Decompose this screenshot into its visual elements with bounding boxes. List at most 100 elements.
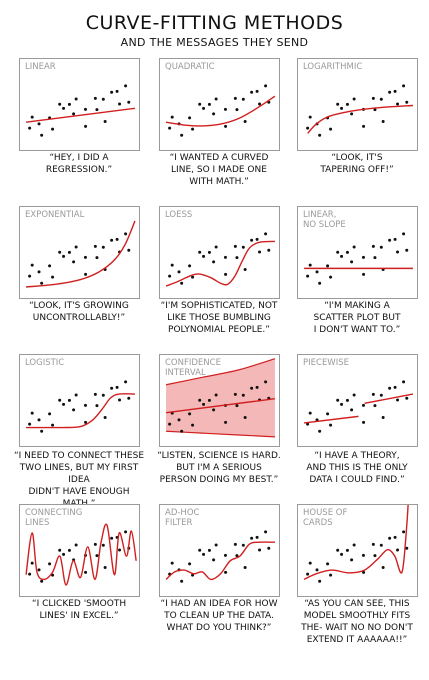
data-point [177, 270, 181, 274]
caption-confidence-interval: “LISTEN, SCIENCE IS HARD. BUT I'M A SERI… [157, 451, 281, 485]
data-point [250, 238, 254, 242]
chart-label-loess: LOESS [165, 210, 193, 220]
data-point [95, 554, 99, 558]
data-point [306, 126, 310, 130]
data-point [62, 254, 66, 258]
data-point [402, 84, 406, 88]
data-point [58, 102, 62, 106]
fit-line [165, 541, 275, 581]
data-point [326, 412, 330, 416]
data-point [115, 89, 119, 93]
data-point [48, 264, 52, 268]
data-point [67, 548, 71, 552]
data-point [37, 568, 41, 572]
data-point [198, 548, 202, 552]
data-point [72, 408, 76, 412]
data-point [306, 572, 310, 576]
data-point [405, 100, 409, 104]
data-point [84, 272, 88, 276]
data-point [250, 536, 254, 540]
data-point [103, 415, 107, 419]
data-point [362, 420, 366, 424]
data-point [243, 415, 247, 419]
chart-plot-connecting-lines [25, 523, 137, 586]
data-point [306, 422, 310, 426]
data-point [361, 255, 365, 259]
chart-panel-linear: LINEAR [19, 58, 140, 151]
caption-logistic: “I NEED TO CONNECT THESE TWO LINES, BUT … [13, 451, 145, 509]
data-point [103, 565, 107, 569]
data-point [95, 108, 99, 112]
data-point [250, 90, 254, 94]
data-point [30, 115, 34, 119]
data-point [250, 386, 254, 390]
fit-segment-2 [364, 393, 414, 405]
data-point [318, 579, 322, 583]
data-point [308, 561, 312, 565]
data-point [95, 404, 99, 408]
data-point [371, 96, 375, 100]
data-point [379, 393, 383, 397]
data-point [48, 562, 52, 566]
data-point [402, 530, 406, 534]
data-point [67, 398, 71, 402]
confidence-band [166, 358, 275, 437]
data-point [202, 552, 206, 556]
chart-plot-ad-hoc-filter [165, 530, 275, 583]
data-point [170, 115, 174, 119]
data-point [170, 263, 174, 267]
data-point [233, 392, 237, 396]
caption-connecting-lines: “I CLICKED 'SMOOTH LINES' IN EXCEL.” [31, 599, 127, 621]
data-point [51, 423, 55, 427]
chart-panel-quadratic: QUADRATIC [159, 58, 280, 151]
data-point [329, 275, 333, 279]
chart-plot-logarithmic [306, 84, 413, 137]
data-point [318, 281, 322, 285]
data-point [214, 245, 218, 249]
data-point [264, 530, 268, 534]
chart-plot-house-of-cards [303, 505, 409, 583]
data-point [405, 396, 409, 400]
data-point [93, 96, 97, 100]
fit-line [165, 240, 275, 287]
data-point [393, 237, 397, 241]
data-point [241, 543, 245, 547]
chart-panel-piecewise: PIECEWISE [297, 354, 418, 447]
data-point [28, 572, 32, 576]
data-point [224, 272, 228, 276]
data-point [40, 133, 44, 137]
chart-plot-loess [165, 232, 275, 287]
data-point [101, 245, 105, 249]
data-point [224, 420, 228, 424]
data-point [340, 254, 344, 258]
data-point [84, 570, 88, 574]
data-point [362, 272, 366, 276]
data-point [224, 124, 228, 128]
data-point [306, 274, 310, 278]
caption-ad-hoc-filter: “I HAD AN IDEA FOR HOW TO CLEAN UP THE D… [160, 599, 278, 633]
data-point [340, 402, 344, 406]
data-point [350, 558, 354, 562]
data-point [224, 570, 228, 574]
data-point [124, 380, 128, 384]
data-point [233, 542, 237, 546]
data-point [72, 260, 76, 264]
chart-label-linear-no-slope: LINEAR, NO SLOPE [303, 210, 346, 230]
data-point [258, 102, 262, 106]
caption-loess: “I'M SOPHISTICATED, NOT LIKE THOSE BUMBL… [160, 301, 278, 335]
data-point [233, 96, 237, 100]
data-point [212, 558, 216, 562]
data-point [361, 403, 365, 407]
data-point [308, 263, 312, 267]
caption-linear-no-slope: “I'M MAKING A SCATTER PLOT BUT I DON'T W… [313, 301, 401, 335]
data-point [168, 274, 172, 278]
data-point [345, 398, 349, 402]
data-point [371, 392, 375, 396]
data-point [124, 530, 128, 534]
chart-label-quadratic: QUADRATIC [165, 62, 215, 72]
data-point [62, 402, 66, 406]
data-point [381, 565, 385, 569]
chart-plot-linear-no-slope [304, 232, 413, 285]
data-point [345, 102, 349, 106]
data-point [110, 90, 114, 94]
